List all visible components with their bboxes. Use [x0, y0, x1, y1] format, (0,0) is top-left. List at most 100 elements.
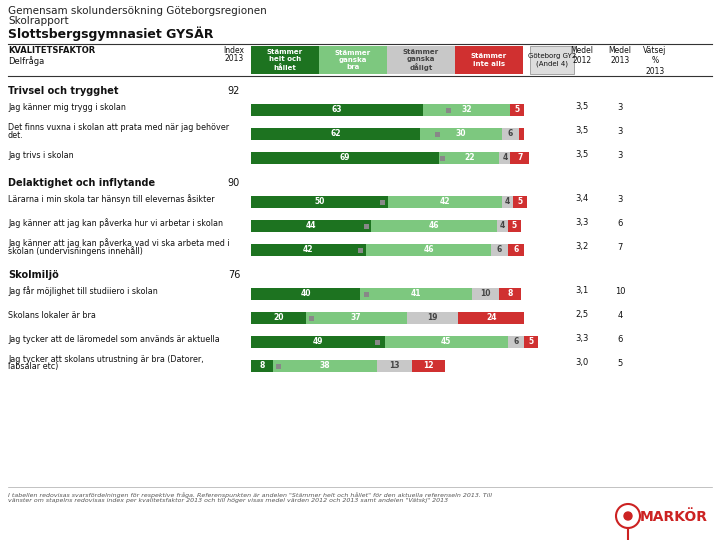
Text: 3,5: 3,5 [575, 126, 589, 136]
Text: 46: 46 [423, 246, 433, 254]
Bar [435, 132, 440, 137]
Bar [251, 128, 420, 140]
Bar [502, 128, 518, 140]
Bar [412, 360, 445, 372]
Bar [518, 128, 524, 140]
Text: 10: 10 [480, 289, 491, 299]
Text: 5: 5 [515, 105, 520, 114]
Text: 41: 41 [411, 289, 421, 299]
Text: 3: 3 [617, 151, 623, 159]
Text: Jag trivs i skolan: Jag trivs i skolan [8, 151, 73, 159]
Bar [251, 336, 384, 348]
Text: 22: 22 [464, 153, 474, 163]
Bar [251, 152, 439, 164]
Text: 32: 32 [462, 105, 472, 114]
Text: 8: 8 [508, 289, 513, 299]
Text: 6: 6 [497, 246, 502, 254]
Text: Delfråga: Delfråga [8, 56, 44, 66]
Bar [439, 152, 500, 164]
Bar [251, 104, 423, 116]
Bar [359, 248, 363, 253]
Text: Jag känner mig trygg i skolan: Jag känner mig trygg i skolan [8, 103, 126, 111]
Text: 3: 3 [617, 103, 623, 111]
Text: 7: 7 [517, 153, 523, 163]
Text: Stämmer
ganska
dåligt: Stämmer ganska dåligt [403, 49, 439, 71]
Bar [251, 312, 305, 324]
Text: Jag får möjlighet till studiiero i skolan: Jag får möjlighet till studiiero i skola… [8, 286, 158, 296]
Bar [364, 224, 369, 229]
Text: 4: 4 [617, 310, 623, 320]
Text: 3,5: 3,5 [575, 103, 589, 111]
Bar [374, 340, 379, 345]
Bar [251, 244, 366, 256]
Text: 42: 42 [440, 198, 450, 206]
Text: 10: 10 [615, 287, 625, 295]
Bar [360, 288, 472, 300]
Bar [305, 312, 407, 324]
Text: 40: 40 [300, 289, 311, 299]
Text: 5: 5 [512, 221, 517, 231]
Text: 7: 7 [617, 242, 623, 252]
Text: Stämmer
ganska
bra: Stämmer ganska bra [335, 50, 371, 70]
Bar [384, 336, 508, 348]
Bar [387, 46, 455, 74]
Bar [508, 244, 524, 256]
Text: 5: 5 [617, 359, 623, 368]
Bar [377, 360, 412, 372]
Bar [500, 288, 521, 300]
Text: Slottsbergsgymnasiet GYSÄR: Slottsbergsgymnasiet GYSÄR [8, 26, 214, 40]
Text: Lärarna i min skola tar hänsyn till elevernas åsikter: Lärarna i min skola tar hänsyn till elev… [8, 194, 215, 204]
Text: Jag känner att jag kan påverka hur vi arbetar i skolan: Jag känner att jag kan påverka hur vi ar… [8, 218, 223, 228]
Bar [319, 46, 387, 74]
Text: 24: 24 [486, 314, 497, 322]
Text: 6: 6 [617, 219, 623, 227]
Text: 2013: 2013 [225, 54, 243, 63]
Bar [251, 360, 273, 372]
Bar [508, 336, 524, 348]
Bar [423, 104, 510, 116]
Text: 13: 13 [389, 361, 400, 370]
Bar [251, 46, 319, 74]
Text: Stämmer
inte alls: Stämmer inte alls [471, 53, 507, 66]
Text: 12: 12 [423, 361, 433, 370]
Text: 3,3: 3,3 [575, 334, 589, 343]
Text: 37: 37 [351, 314, 361, 322]
Text: 3,4: 3,4 [575, 194, 589, 204]
Bar [508, 220, 521, 232]
Text: 2,5: 2,5 [575, 310, 588, 320]
Text: I tabellen redovisas svarsfördelningen för respektive fråga. Referenspunkten är : I tabellen redovisas svarsfördelningen f… [8, 492, 492, 503]
Bar [510, 152, 529, 164]
Bar [455, 46, 523, 74]
Text: Göteborg GY2
(Andel 4): Göteborg GY2 (Andel 4) [528, 53, 576, 67]
Bar [491, 244, 508, 256]
Bar [530, 46, 574, 74]
Text: 3,5: 3,5 [575, 151, 589, 159]
Text: 3,0: 3,0 [575, 359, 589, 368]
Bar [380, 200, 385, 205]
Text: Trivsel och trygghet: Trivsel och trygghet [8, 86, 119, 96]
Text: 5: 5 [528, 338, 534, 347]
Bar [251, 220, 371, 232]
Text: MARKÖR: MARKÖR [640, 510, 708, 524]
Text: 6: 6 [513, 246, 518, 254]
Bar [502, 196, 513, 208]
Text: 6: 6 [617, 334, 623, 343]
Text: Skolmiljö: Skolmiljö [8, 270, 59, 280]
Text: 4: 4 [505, 198, 510, 206]
Bar [524, 336, 538, 348]
Text: 3,1: 3,1 [575, 287, 589, 295]
Text: 4: 4 [500, 221, 505, 231]
Text: Jag känner att jag kan påverka vad vi ska arbeta med i: Jag känner att jag kan påverka vad vi sk… [8, 238, 230, 248]
Bar [273, 360, 377, 372]
Text: Gemensam skolundersökning Göteborgsregionen: Gemensam skolundersökning Göteborgsregio… [8, 6, 266, 16]
Text: 3: 3 [617, 126, 623, 136]
Bar [251, 288, 360, 300]
Text: 49: 49 [312, 338, 323, 347]
Text: 92: 92 [228, 86, 240, 96]
Text: 69: 69 [340, 153, 351, 163]
Text: 90: 90 [228, 178, 240, 188]
Text: 63: 63 [332, 105, 342, 114]
Text: 3: 3 [617, 194, 623, 204]
Bar [364, 292, 369, 297]
Text: 6: 6 [513, 338, 518, 347]
